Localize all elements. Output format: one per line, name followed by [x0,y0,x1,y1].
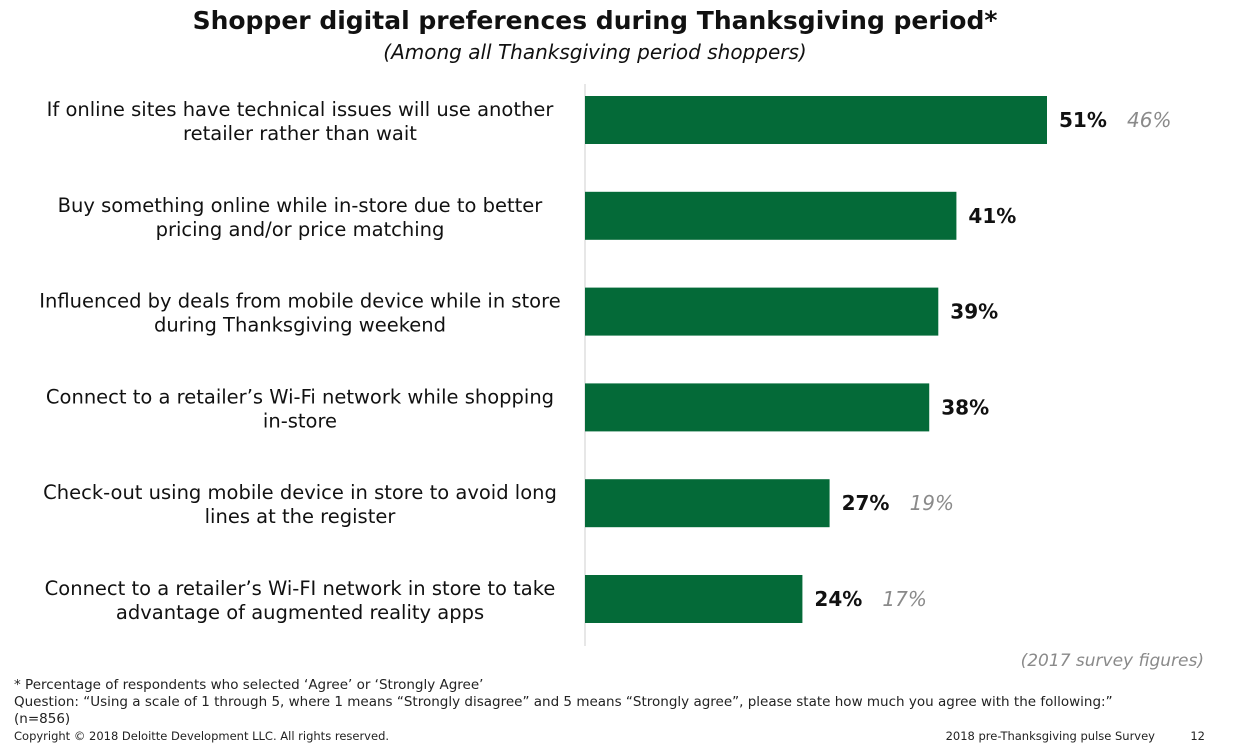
category-label: If online sites have technical issues wi… [47,98,555,145]
category-label: Check-out using mobile device in store t… [43,481,557,528]
bar [585,287,939,336]
category-label-line: Influenced by deals from mobile device w… [39,290,560,313]
footnote-definition: * Percentage of respondents who selected… [14,677,484,693]
category-label-line: If online sites have technical issues wi… [47,98,555,121]
prior-year-value-label: 17% [882,587,926,611]
bar [585,575,803,623]
chart-title: Shopper digital preferences during Thank… [192,6,998,35]
copyright: Copyright © 2018 Deloitte Development LL… [14,729,390,743]
survey-2017-legend-note: (2017 survey figures) [1020,651,1204,671]
category-label-line: retailer rather than wait [183,122,417,145]
footnote-sample-size: (n=856) [14,711,71,727]
category-label-line: during Thanksgiving weekend [154,314,446,337]
survey-name: 2018 pre-Thanksgiving pulse Survey [945,729,1155,743]
category-label: Connect to a retailer’s Wi-FI network in… [45,577,556,624]
bar-value-label: 39% [950,300,998,324]
category-label-line: Connect to a retailer’s Wi-Fi network wh… [46,385,554,408]
page-number: 12 [1190,729,1205,743]
bar [585,96,1047,144]
category-label-line: in-store [263,409,337,432]
category-label-line: Check-out using mobile device in store t… [43,481,557,504]
category-label: Buy something online while in-store due … [58,194,544,241]
bar-value-label: 24% [814,587,862,611]
bar [585,479,830,528]
category-label-line: pricing and/or price matching [156,218,445,241]
footnote-question: Question: “Using a scale of 1 through 5,… [14,694,1113,710]
bar [585,383,930,432]
category-label: Connect to a retailer’s Wi-Fi network wh… [46,385,554,432]
chart-subtitle: (Among all Thanksgiving period shoppers) [383,40,807,64]
bar-chart: If online sites have technical issues wi… [39,84,1171,646]
category-label-line: lines at the register [205,505,397,528]
bar [585,191,957,240]
prior-year-value-label: 19% [910,491,954,515]
category-label-line: Buy something online while in-store due … [58,194,544,217]
bar-value-label: 41% [968,204,1016,228]
category-label-line: Connect to a retailer’s Wi-FI network in… [45,577,556,600]
category-label: Influenced by deals from mobile device w… [39,290,560,337]
bar-value-label: 51% [1059,108,1107,132]
bar-value-label: 27% [842,491,890,515]
prior-year-value-label: 46% [1127,108,1171,132]
bar-value-label: 38% [941,395,989,419]
category-label-line: advantage of augmented reality apps [116,601,484,624]
